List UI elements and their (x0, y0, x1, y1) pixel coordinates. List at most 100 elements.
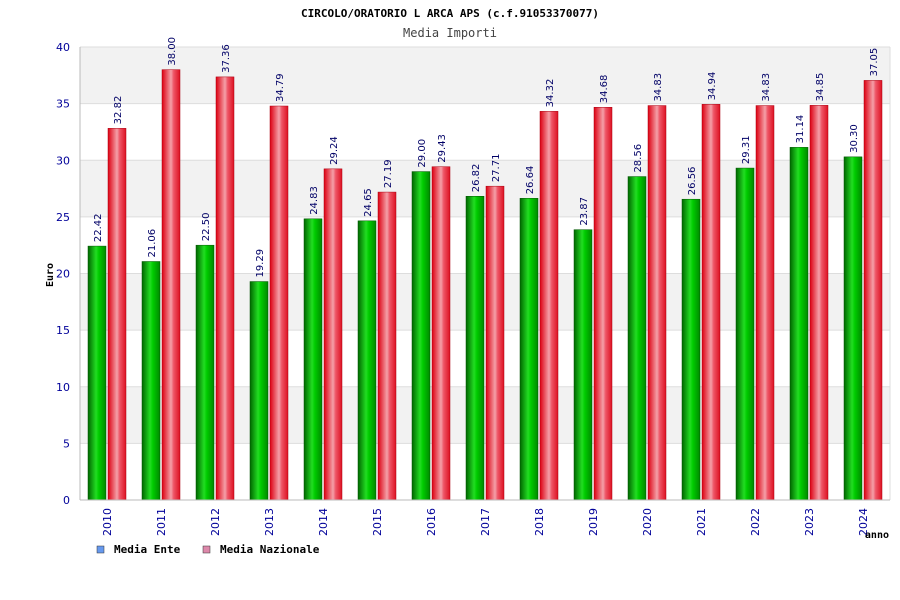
bar-value-label: 34.32 (545, 79, 556, 108)
bar-value-label: 31.14 (795, 115, 806, 144)
y-tick-label: 10 (56, 381, 70, 394)
bar-value-label: 29.31 (741, 135, 752, 164)
x-axis: 2010 2011 2012 2013 2014 2015 2016 2017 2018 2019… (80, 499, 890, 536)
bar-value-label: 29.43 (437, 134, 448, 163)
x-tick-label: 2012 (209, 508, 222, 536)
bar-value-label: 38.00 (167, 37, 178, 66)
bar-value-label: 34.68 (599, 75, 610, 104)
plot-band (80, 273, 890, 331)
bar-media-nazionale-2011 (161, 69, 181, 501)
legend-swatch-media-nazionale (202, 545, 211, 554)
x-tick-label: 2014 (317, 508, 330, 536)
bar-value-label: 26.56 (687, 167, 698, 196)
bar-media-ente-2021 (681, 198, 701, 501)
x-tick-label: 2015 (371, 508, 384, 536)
x-axis-label: anno (865, 530, 889, 541)
bar-media-nazionale-2013 (269, 105, 289, 501)
bar-value-label: 21.06 (147, 229, 158, 258)
bar-value-label: 29.24 (329, 136, 340, 165)
bar-media-ente-2011 (141, 261, 161, 501)
x-tick-label: 2016 (425, 508, 438, 536)
bar-media-nazionale-2010 (107, 128, 127, 501)
y-axis-label: Euro (45, 263, 56, 287)
bar-value-label: 19.29 (255, 249, 266, 278)
bar-value-label: 29.00 (417, 139, 428, 168)
bar-media-ente-2015 (357, 220, 377, 501)
bar-value-label: 34.83 (653, 73, 664, 102)
bar-media-ente-2016 (411, 171, 431, 501)
y-tick-label: 0 (63, 494, 70, 507)
y-tick-label: 35 (56, 98, 70, 111)
legend-swatch-media-ente (96, 545, 105, 554)
bar-media-ente-2022 (735, 167, 755, 501)
bar-value-label: 27.19 (383, 159, 394, 188)
chart-subtitle: Media Importi (403, 26, 497, 40)
y-tick-label: 30 (56, 154, 70, 167)
plot-band (80, 47, 890, 104)
bar-value-label: 32.82 (113, 96, 124, 125)
x-tick-label: 2011 (155, 508, 168, 536)
bar-media-nazionale-2018 (539, 111, 559, 501)
bar-value-label: 23.87 (579, 197, 590, 226)
bar-value-label: 24.83 (309, 186, 320, 215)
bar-media-ente-2014 (303, 218, 323, 501)
x-tick-label: 2023 (803, 508, 816, 536)
legend-label-media-nazionale: Media Nazionale (220, 543, 320, 556)
x-tick-label: 2019 (587, 508, 600, 536)
chart-title: CIRCOLO/ORATORIO L ARCA APS (c.f.9105337… (301, 7, 599, 20)
bars (87, 69, 883, 501)
bar-media-ente-2012 (195, 244, 215, 501)
x-tick-label: 2010 (101, 508, 114, 536)
x-tick-label: 2024 (857, 508, 870, 536)
bar-media-ente-2019 (573, 229, 593, 501)
bar-media-ente-2024 (843, 156, 863, 501)
x-tick-label: 2013 (263, 508, 276, 536)
bar-value-label: 30.30 (849, 124, 860, 153)
bar-media-nazionale-2015 (377, 191, 397, 501)
y-tick-label: 5 (63, 437, 70, 450)
bar-value-label: 27.71 (491, 154, 502, 183)
value-labels: 22.42 32.82 21.06 38.00 22.50 37.36 19.29 34.79… (93, 37, 880, 278)
bar-media-nazionale-2023 (809, 105, 829, 501)
bar-value-label: 34.85 (815, 73, 826, 102)
bar-value-label: 22.42 (93, 213, 104, 242)
bar-value-label: 34.83 (761, 73, 772, 102)
bar-media-ente-2017 (465, 196, 485, 501)
y-tick-label: 40 (56, 41, 70, 54)
bar-media-ente-2018 (519, 198, 539, 501)
bar-media-nazionale-2021 (701, 104, 721, 501)
x-tick-label: 2022 (749, 508, 762, 536)
bar-value-label: 34.94 (707, 72, 718, 101)
legend: Media Ente Media Nazionale (96, 543, 320, 556)
bar-value-label: 37.36 (221, 44, 232, 73)
x-tick-label: 2021 (695, 508, 708, 536)
y-tick-label: 15 (56, 324, 70, 337)
bar-media-nazionale-2017 (485, 185, 505, 501)
grid-lines (80, 46, 890, 501)
bar-media-nazionale-2020 (647, 105, 667, 501)
bar-value-label: 24.65 (363, 188, 374, 217)
bar-media-nazionale-2012 (215, 76, 235, 501)
bar-media-ente-2023 (789, 147, 809, 501)
x-tick-label: 2017 (479, 508, 492, 536)
bar-media-nazionale-2019 (593, 106, 613, 501)
bar-value-label: 26.64 (525, 166, 536, 195)
bar-media-ente-2013 (249, 281, 269, 501)
bar-media-nazionale-2016 (431, 166, 451, 501)
bar-media-ente-2020 (627, 176, 647, 501)
bar-value-label: 34.79 (275, 73, 286, 102)
y-tick-label: 20 (56, 268, 70, 281)
legend-label-media-ente: Media Ente (114, 543, 181, 556)
bar-value-label: 37.05 (869, 48, 880, 77)
bar-value-label: 28.56 (633, 144, 644, 173)
bar-value-label: 26.82 (471, 164, 482, 193)
bar-media-nazionale-2014 (323, 168, 343, 501)
y-tick-label: 25 (56, 211, 70, 224)
bar-value-label: 22.50 (201, 213, 212, 242)
plot-band (80, 160, 890, 217)
x-tick-label: 2020 (641, 508, 654, 536)
bar-media-ente-2010 (87, 245, 107, 501)
x-tick-label: 2018 (533, 508, 546, 536)
bar-media-nazionale-2022 (755, 105, 775, 501)
